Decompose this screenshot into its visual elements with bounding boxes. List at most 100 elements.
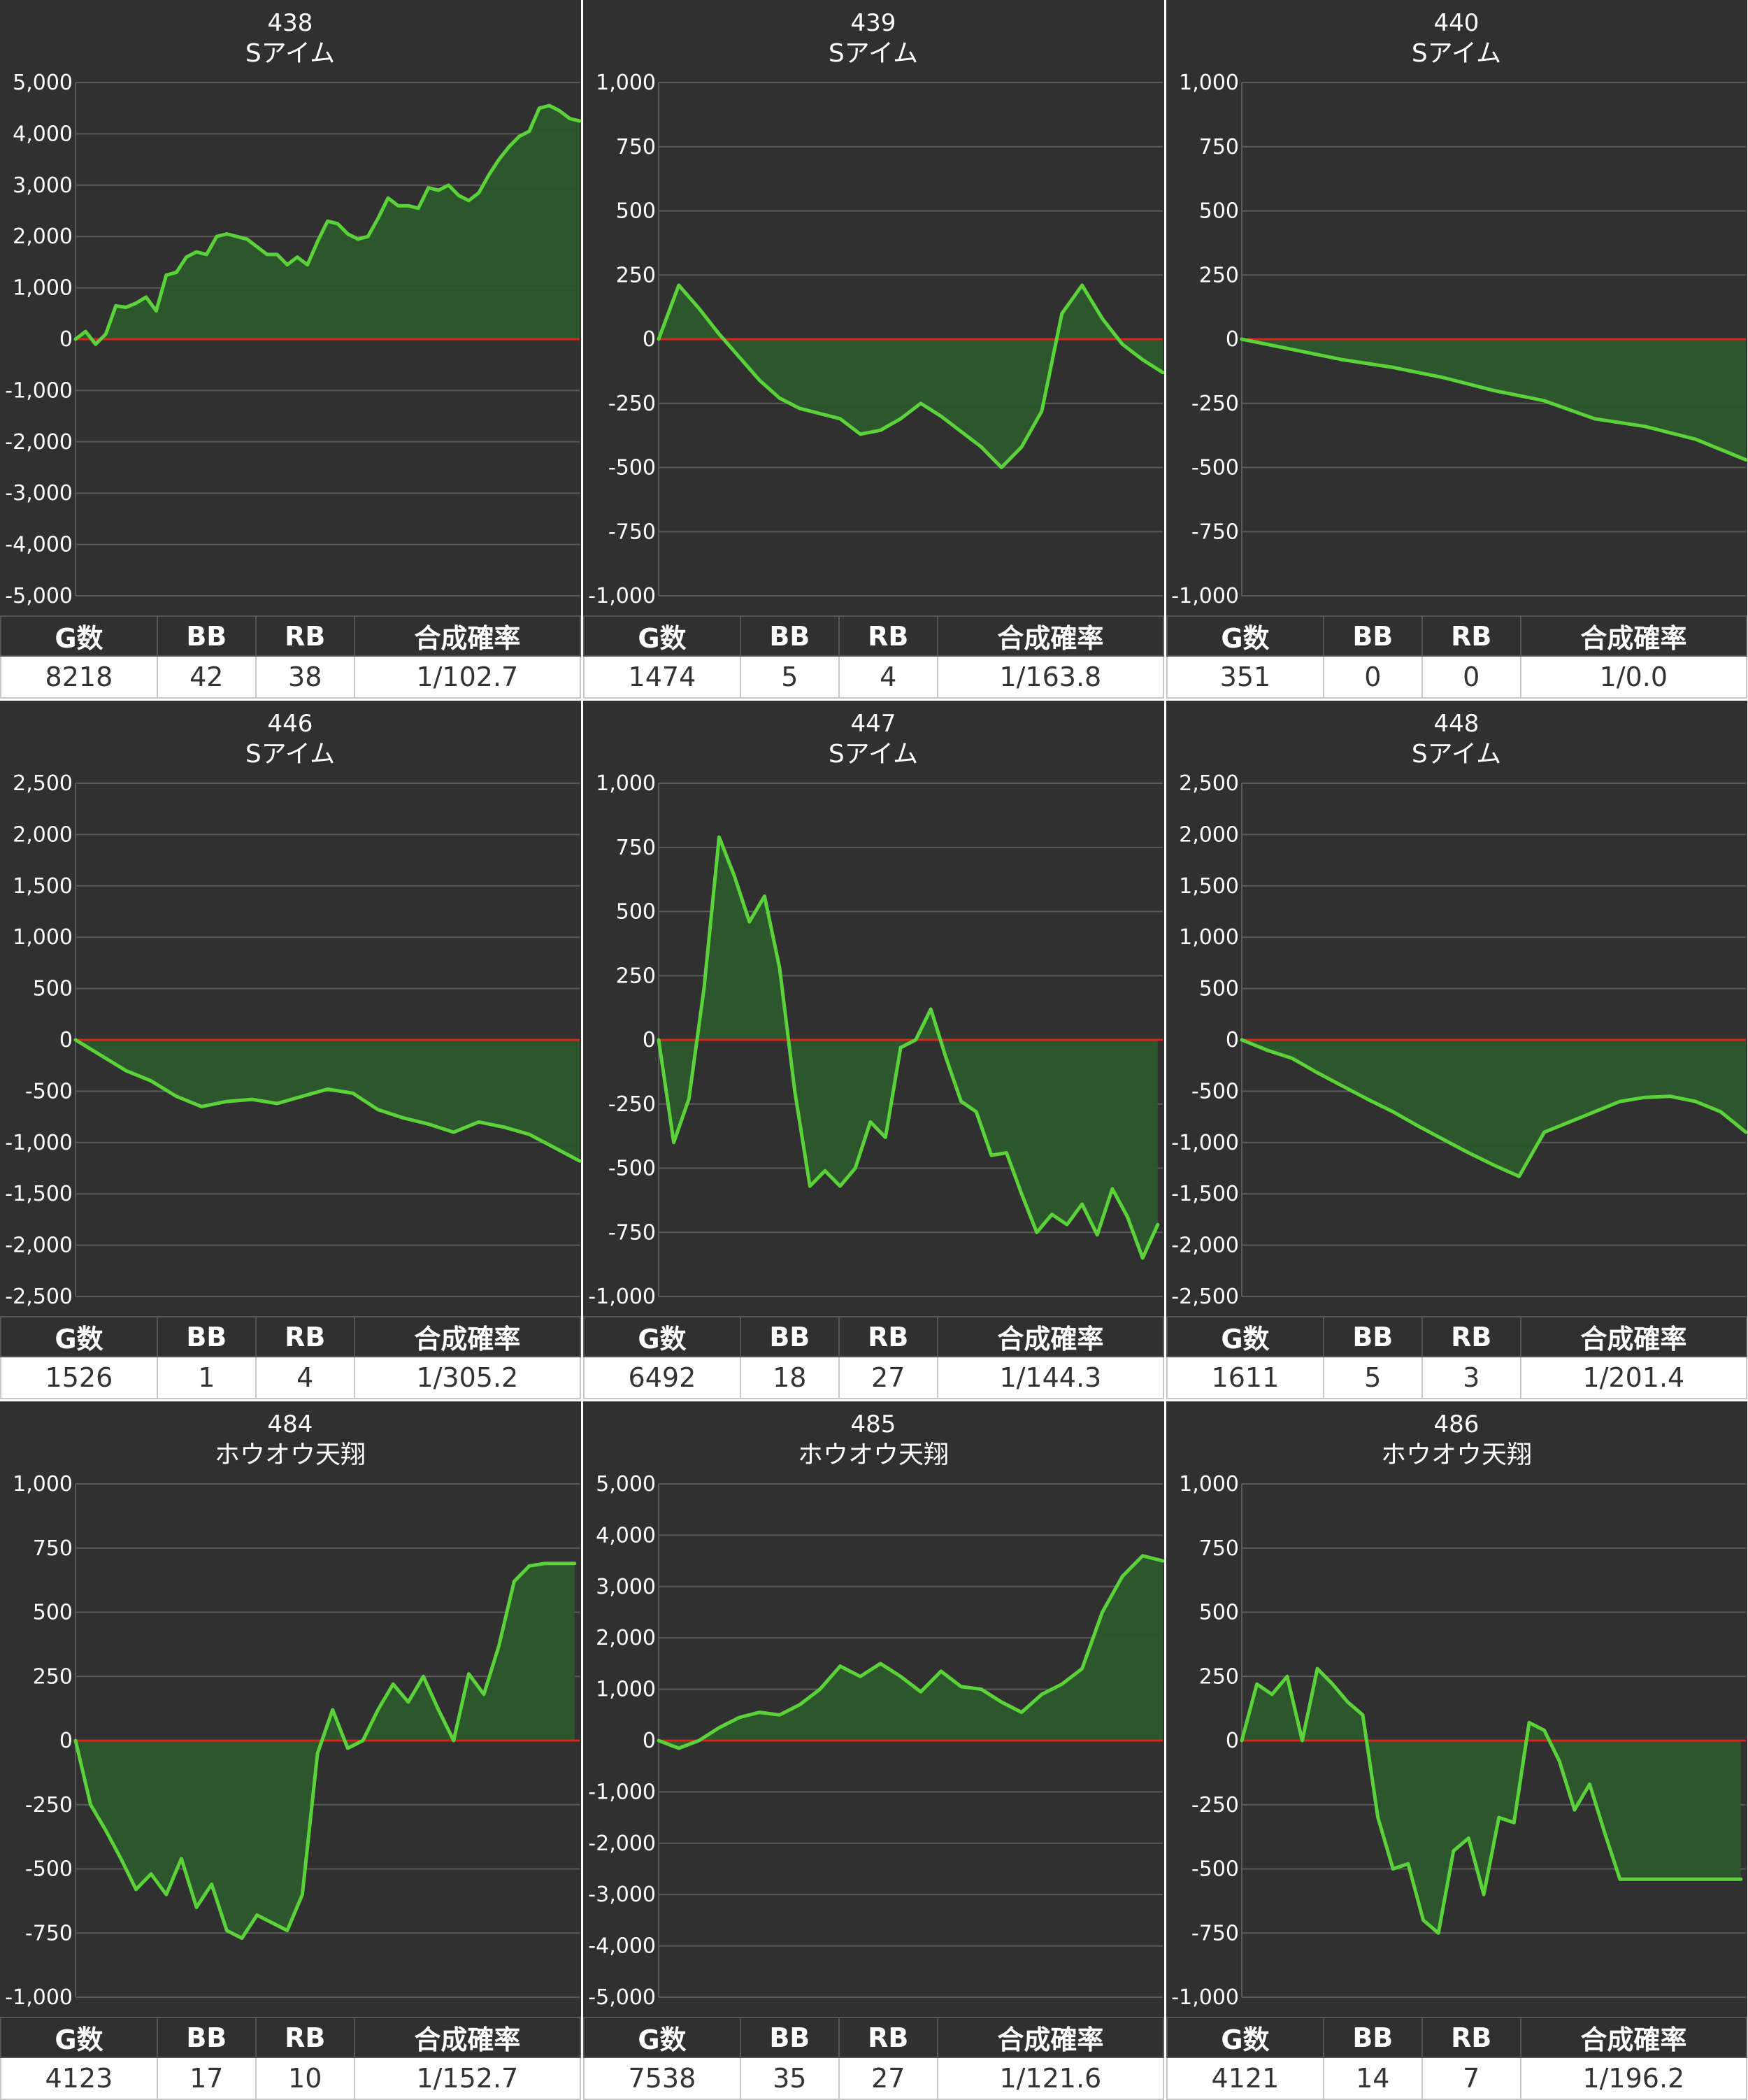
y-tick-label: 1,000 xyxy=(13,1472,73,1497)
stats-header-rb: RB xyxy=(1421,2017,1521,2058)
y-tick-label: 250 xyxy=(616,964,656,988)
y-tick-label: 0 xyxy=(1226,1729,1239,1753)
machine-number: 447 xyxy=(851,710,896,738)
series-line xyxy=(73,1562,577,1941)
stats-header-g: G数 xyxy=(1166,1316,1324,1357)
y-tick-label: -4,000 xyxy=(5,533,73,557)
series-line xyxy=(657,283,1164,469)
series-area xyxy=(1242,339,1746,460)
chart-area: 448 Sアイム 2,500 2,000 1,500 1,000 500 0 -500 -1,00… xyxy=(1166,701,1747,1316)
stats-header-bb: BB xyxy=(739,2017,840,2058)
machine-name: ホウオウ天翔 xyxy=(215,1441,366,1469)
stats-header-bb: BB xyxy=(1322,1316,1423,1357)
stats-header-rate: 合成確率 xyxy=(353,2017,582,2058)
y-tick-label: -3,000 xyxy=(588,1883,656,1907)
stats-value-rate: 1/196.2 xyxy=(1519,2057,1748,2100)
stats-header-bb: BB xyxy=(156,2017,257,2058)
machine-name: ホウオウ天翔 xyxy=(1381,1441,1532,1469)
stats-value-g: 7538 xyxy=(583,2057,741,2100)
y-tick-label: -1,000 xyxy=(5,1985,73,2010)
stats-value-g: 1611 xyxy=(1166,1356,1324,1399)
series-line xyxy=(657,1554,1164,1750)
machine-panel: 486 ホウオウ天翔 1,000 750 500 250 0 -250 -500 -750 -1,0… xyxy=(1166,1401,1748,2100)
stats-value-rate: 1/0.0 xyxy=(1519,655,1748,699)
machine-number: 440 xyxy=(1434,9,1480,37)
y-tick-label: 1,000 xyxy=(13,925,73,950)
y-tick-label: -500 xyxy=(608,456,656,480)
series-line xyxy=(1240,337,1747,462)
y-tick-label: 1,000 xyxy=(1179,1472,1239,1497)
chart-area: 485 ホウオウ天翔 5,000 4,000 3,000 2,000 1,000 0 -1,00… xyxy=(583,1401,1164,2017)
y-tick-label: 0 xyxy=(59,1729,73,1753)
stats-value-bb: 42 xyxy=(156,655,257,699)
series-area xyxy=(1242,1669,1741,1934)
line-chart: 485 ホウオウ天翔 5,000 4,000 3,000 2,000 1,000 0 -1,00… xyxy=(588,1410,1164,2010)
y-tick-label: -750 xyxy=(1191,520,1239,544)
y-tick-label: -250 xyxy=(1191,392,1239,416)
stats-value-rate: 1/121.6 xyxy=(936,2057,1165,2100)
machine-panel: 439 Sアイム 1,000 750 500 250 0 -250 -500 -750 -1,000… xyxy=(583,0,1165,699)
stats-header-rate: 合成確率 xyxy=(936,615,1165,657)
stats-value-g: 1474 xyxy=(583,655,741,699)
y-tick-label: 1,500 xyxy=(13,874,73,899)
stats-value-bb: 5 xyxy=(739,655,840,699)
y-tick-label: -500 xyxy=(1191,1079,1239,1103)
machine-panel: 484 ホウオウ天翔 1,000 750 500 250 0 -250 -500 -750 -1,0… xyxy=(0,1401,582,2100)
y-tick-label: -750 xyxy=(1191,1921,1239,1945)
stats-header-rate: 合成確率 xyxy=(353,615,582,657)
y-tick-label: 0 xyxy=(643,1028,656,1052)
y-tick-label: 0 xyxy=(1226,1028,1239,1052)
y-tick-label: 2,500 xyxy=(13,771,73,796)
stats-header-rate: 合成確率 xyxy=(353,1316,582,1357)
series-area xyxy=(659,285,1163,468)
y-tick-label: 5,000 xyxy=(596,1472,656,1497)
y-tick-label: 1,500 xyxy=(1179,874,1239,899)
chart-area: 486 ホウオウ天翔 1,000 750 500 250 0 -250 -500 -750 -1,0… xyxy=(1166,1401,1747,2017)
machine-panel: 447 Sアイム 1,000 750 500 250 0 -250 -500 -750 -1,000… xyxy=(583,701,1165,1399)
y-tick-label: 2,000 xyxy=(13,224,73,249)
stats-header-rate: 合成確率 xyxy=(936,1316,1165,1357)
series-area xyxy=(1242,1040,1746,1177)
stats-header-g: G数 xyxy=(0,2017,158,2058)
y-tick-label: 750 xyxy=(33,1536,73,1561)
series-line xyxy=(73,1038,581,1163)
y-tick-label: 1,000 xyxy=(13,276,73,301)
stats-header-rate: 合成確率 xyxy=(1519,2017,1748,2058)
y-tick-label: -1,000 xyxy=(1171,584,1239,608)
stats-value-rate: 1/102.7 xyxy=(353,655,582,699)
stats-value-rb: 3 xyxy=(1421,1356,1521,1399)
y-tick-label: -3,000 xyxy=(5,481,73,506)
y-tick-label: -1,000 xyxy=(588,1285,656,1309)
y-tick-label: -1,000 xyxy=(588,1780,656,1804)
y-tick-label: -500 xyxy=(1191,1857,1239,1882)
stats-value-bb: 35 xyxy=(739,2057,840,2100)
machine-name: Sアイム xyxy=(1412,39,1501,68)
stats-value-bb: 5 xyxy=(1322,1356,1423,1399)
stats-header-rate: 合成確率 xyxy=(1519,1316,1748,1357)
stats-value-g: 1526 xyxy=(0,1356,158,1399)
series-line xyxy=(1240,1666,1743,1935)
stats-header-g: G数 xyxy=(0,1316,158,1357)
machine-name: ホウオウ天翔 xyxy=(798,1441,949,1469)
series-area xyxy=(659,837,1158,1258)
stats-value-rb: 7 xyxy=(1421,2057,1521,2100)
stats-header-bb: BB xyxy=(739,615,840,657)
y-tick-label: 4,000 xyxy=(13,122,73,146)
y-tick-label: -250 xyxy=(608,392,656,416)
machine-panel: 446 Sアイム 2,500 2,000 1,500 1,000 500 0 -500 -1,00… xyxy=(0,701,582,1399)
stats-table: G数 BB RB 合成確率 6492 18 27 1/144.3 xyxy=(583,1316,1165,1399)
machine-number: 438 xyxy=(268,9,313,37)
stats-header-rb: RB xyxy=(255,1316,355,1357)
stats-value-rate: 1/144.3 xyxy=(936,1356,1165,1399)
stats-header-rb: RB xyxy=(255,615,355,657)
y-tick-label: 750 xyxy=(1199,135,1239,159)
y-tick-label: -1,000 xyxy=(1171,1985,1239,2010)
y-tick-label: -5,000 xyxy=(5,584,73,608)
stats-table: G数 BB RB 合成確率 7538 35 27 1/121.6 xyxy=(583,2017,1165,2100)
machine-panel: 440 Sアイム 1,000 750 500 250 0 -250 -500 -750 -1,000… xyxy=(1166,0,1748,699)
y-tick-label: 1,000 xyxy=(596,1678,656,1702)
machine-panel: 485 ホウオウ天翔 5,000 4,000 3,000 2,000 1,000 0 -1,00… xyxy=(583,1401,1165,2100)
stats-header-bb: BB xyxy=(156,615,257,657)
